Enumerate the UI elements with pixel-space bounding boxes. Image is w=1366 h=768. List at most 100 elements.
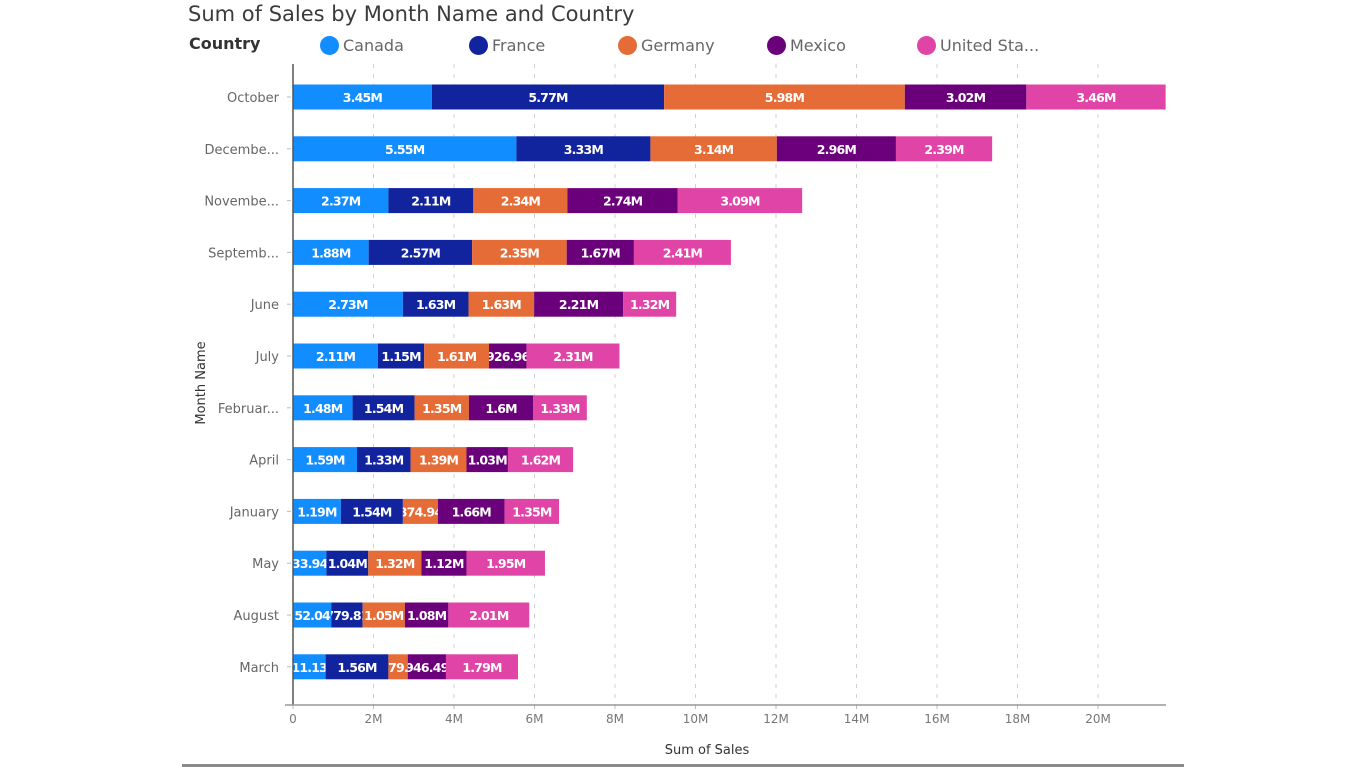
bar-segment[interactable] <box>633 239 731 265</box>
bar-segment[interactable] <box>293 602 332 628</box>
bar-segment[interactable] <box>421 550 467 576</box>
bar-segment[interactable] <box>340 498 403 524</box>
bar-segment[interactable] <box>293 84 432 110</box>
bar-segment[interactable] <box>404 602 449 628</box>
bar-segment[interactable] <box>293 395 353 421</box>
bar-segment[interactable] <box>504 498 560 524</box>
bar-segment[interactable] <box>445 654 518 680</box>
bar-segment[interactable] <box>293 343 378 369</box>
bar-segment[interactable] <box>424 343 490 369</box>
x-tick-label: 14M <box>844 712 870 726</box>
bar-segment[interactable] <box>526 343 620 369</box>
bar-segment[interactable] <box>331 602 363 628</box>
bar-segment[interactable] <box>466 550 545 576</box>
bar-segment[interactable] <box>431 84 665 110</box>
bar-segment[interactable] <box>352 395 415 421</box>
bar-segment[interactable] <box>356 447 411 473</box>
data-label: 479.5 <box>380 660 416 675</box>
bar-segment[interactable] <box>414 395 469 421</box>
data-label: 1.88M <box>311 245 351 260</box>
bar-segment[interactable] <box>448 602 530 628</box>
data-label: 5.55M <box>385 142 425 157</box>
legend-label: Canada <box>343 36 404 55</box>
bar-segment[interactable] <box>293 447 357 473</box>
bar-segment[interactable] <box>534 291 624 317</box>
bar-segment[interactable] <box>664 84 905 110</box>
x-tick-label: 20M <box>1085 712 1111 726</box>
bar-segment[interactable] <box>489 343 527 369</box>
bar-segment[interactable] <box>895 136 993 162</box>
bar-segment[interactable] <box>402 498 438 524</box>
bar-segment[interactable] <box>677 188 803 214</box>
bar-segment[interactable] <box>407 654 446 680</box>
bar-segment[interactable] <box>410 447 467 473</box>
bar-segment[interactable] <box>650 136 777 162</box>
bar-segment[interactable] <box>293 498 341 524</box>
legend-dot-icon <box>320 36 339 55</box>
bar-segment[interactable] <box>293 136 517 162</box>
bar-segment[interactable] <box>516 136 651 162</box>
visual-bottom-border <box>182 764 1184 767</box>
bars: 3.45M 5.77M 5.98M 3.02M 3.46M 5.55M 3.33M 3.14M… <box>292 84 1166 680</box>
bar-segment[interactable] <box>776 136 896 162</box>
bar-segment[interactable] <box>326 550 369 576</box>
bar-segment[interactable] <box>472 239 567 265</box>
legend-item-mexico[interactable]: Mexico <box>767 36 846 55</box>
bar-segment[interactable] <box>533 395 587 421</box>
bar-segment[interactable] <box>468 291 535 317</box>
data-label: 1.62M <box>521 453 561 468</box>
legend-item-canada[interactable]: Canada <box>320 36 404 55</box>
bar-segment[interactable] <box>368 550 422 576</box>
legend-label: Germany <box>641 36 715 55</box>
data-label: 1.63M <box>416 297 456 312</box>
y-tick-label: April <box>249 454 279 469</box>
data-label: 33.94 <box>292 556 329 571</box>
data-label: 2.41M <box>663 245 703 260</box>
y-tick-label: May <box>252 557 279 572</box>
bar-segment[interactable] <box>507 447 574 473</box>
data-label: 1.48M <box>303 401 343 416</box>
bar-segment[interactable] <box>388 654 408 680</box>
bar-segment[interactable] <box>293 291 403 317</box>
data-label: 779.81 <box>325 608 369 623</box>
bar-segment[interactable] <box>466 447 508 473</box>
legend-dot-icon <box>917 36 936 55</box>
bar-segment[interactable] <box>293 550 327 576</box>
data-label: 1.66M <box>452 504 492 519</box>
data-label: 926.96 <box>486 349 531 364</box>
bar-segment[interactable] <box>377 343 425 369</box>
bar-segment[interactable] <box>904 84 1027 110</box>
bar-segment[interactable] <box>468 395 534 421</box>
bar-segment[interactable] <box>437 498 505 524</box>
bar-segment[interactable] <box>293 239 369 265</box>
bar-segment[interactable] <box>402 291 469 317</box>
legend-item-germany[interactable]: Germany <box>618 36 715 55</box>
bar-segment[interactable] <box>566 239 634 265</box>
bar-segment[interactable] <box>362 602 405 628</box>
data-label: 2.31M <box>553 349 593 364</box>
bar-segment[interactable] <box>388 188 474 214</box>
y-tick-label: October <box>227 91 280 106</box>
legend-item-france[interactable]: France <box>469 36 545 55</box>
bar-segment[interactable] <box>473 188 568 214</box>
bar-segment[interactable] <box>293 654 326 680</box>
legend-item-united-states[interactable]: United Sta... <box>917 36 1039 55</box>
x-tick-label: 16M <box>924 712 950 726</box>
data-label: 2.74M <box>603 194 643 209</box>
y-tick-label: July <box>255 350 280 365</box>
bar-segment[interactable] <box>623 291 677 317</box>
bar-segment[interactable] <box>567 188 678 214</box>
bar-segment[interactable] <box>368 239 473 265</box>
x-tick-label: 6M <box>526 712 544 726</box>
bar-segment[interactable] <box>293 188 389 214</box>
data-label: 1.05M <box>364 608 404 623</box>
data-label: 1.56M <box>337 660 377 675</box>
data-label: 3.33M <box>564 142 604 157</box>
data-label: 1.03M <box>468 453 508 468</box>
data-label: 3.46M <box>1076 90 1116 105</box>
data-label: 2.11M <box>411 194 451 209</box>
bar-segment[interactable] <box>325 654 389 680</box>
y-tick-label: June <box>250 298 279 313</box>
bar-segment[interactable] <box>1026 84 1166 110</box>
data-label: 1.15M <box>381 349 421 364</box>
